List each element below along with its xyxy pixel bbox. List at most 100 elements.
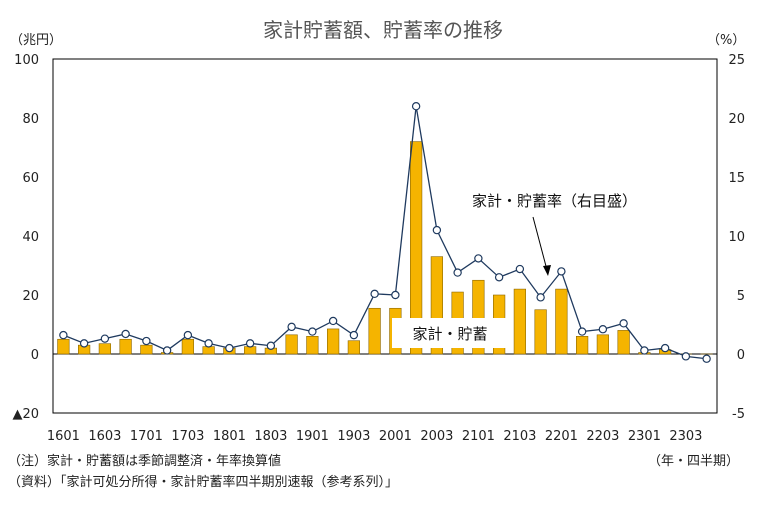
savings-rate-point <box>245 339 255 348</box>
savings-rate-point <box>287 322 296 332</box>
savings-bar <box>368 307 381 355</box>
savings-rate-line <box>63 106 707 360</box>
x-tick-label: 2103 <box>503 429 536 444</box>
savings-bar <box>596 334 609 355</box>
savings-bar <box>140 344 153 355</box>
x-tick-label: 2201 <box>545 429 578 444</box>
plot-area <box>52 58 718 414</box>
savings-rate-point <box>121 329 130 339</box>
savings-bar <box>285 334 298 355</box>
savings-bar <box>202 346 215 355</box>
left-tick-label: 100 <box>14 53 39 68</box>
x-axis-unit: （年・四半期） <box>648 454 739 469</box>
x-tick-label: 1801 <box>213 429 246 444</box>
savings-rate-point <box>183 330 193 340</box>
right-axis-ticks: 25 20 15 10 5 0 -5 <box>728 53 745 422</box>
x-tick-label: 1901 <box>296 429 329 444</box>
x-tick-label: 2003 <box>420 429 453 444</box>
savings-rate-point <box>204 339 213 348</box>
savings-bar <box>430 256 443 355</box>
chart-title: 家計貯蓄額、貯蓄率の推移 <box>263 18 503 42</box>
left-tick-label: ▲20 <box>12 407 39 422</box>
x-tick-label: 2301 <box>628 429 661 444</box>
savings-bar <box>306 335 319 355</box>
savings-rate-point <box>515 264 525 274</box>
savings-annotation: 家計・貯蓄 <box>412 325 487 343</box>
savings-rate-point <box>453 268 462 277</box>
savings-rate-point <box>308 327 317 336</box>
x-tick-label: 2303 <box>669 429 702 444</box>
savings-rate-point <box>598 325 608 334</box>
savings-rate-point <box>557 267 566 276</box>
savings-rate-point <box>411 101 421 111</box>
savings-bar <box>576 335 589 355</box>
right-tick-label: 5 <box>737 289 745 304</box>
savings-rate-point <box>660 343 670 353</box>
left-axis-ticks: 100 80 60 40 20 0 ▲20 <box>12 53 39 422</box>
savings-annotation-box <box>392 318 508 348</box>
footnote: （注）家計・貯蓄額は季節調整済・年率換算値 <box>8 453 281 469</box>
savings-bar <box>617 330 630 355</box>
right-tick-label: 25 <box>728 53 745 68</box>
x-tick-label: 2203 <box>586 429 619 444</box>
x-tick-label: 1703 <box>171 429 204 444</box>
savings-bar <box>555 288 568 355</box>
savings-rate-point <box>328 316 338 326</box>
savings-rate-point <box>162 346 172 355</box>
savings-rate-point <box>59 330 68 340</box>
savings-rate-point <box>577 327 587 336</box>
savings-bar <box>57 338 70 355</box>
x-tick-label: 1903 <box>337 429 370 444</box>
x-tick-label: 1603 <box>88 429 121 444</box>
x-axis-ticks: 1601 1603 1701 1703 1801 1803 1901 1903 2001 2003… <box>47 429 703 444</box>
right-tick-label: 15 <box>728 171 745 186</box>
savings-rate-point <box>702 354 711 363</box>
left-tick-label: 20 <box>22 289 39 304</box>
savings-rate-point <box>142 336 151 346</box>
savings-bar <box>98 343 111 355</box>
right-tick-label: 20 <box>728 112 745 127</box>
source-note: （資料）「家計可処分所得・家計貯蓄率四半期別速報（参考系列）」 <box>8 474 398 490</box>
savings-rate-point <box>79 339 89 348</box>
savings-rate-point <box>266 341 276 350</box>
savings-bar <box>327 328 340 355</box>
left-tick-label: 40 <box>22 230 39 245</box>
savings-rate-point <box>536 293 545 302</box>
left-tick-label: 80 <box>22 112 39 127</box>
x-tick-label: 1601 <box>47 429 80 444</box>
savings-bar <box>410 141 423 355</box>
rate-annotation-arrowhead <box>543 265 551 276</box>
savings-rate-point <box>494 273 504 282</box>
savings-rate-point <box>681 352 691 361</box>
savings-rate-point <box>391 290 400 300</box>
rate-annotation: 家計・貯蓄率（右目盛） <box>472 192 637 210</box>
x-tick-label: 2001 <box>379 429 412 444</box>
savings-rate-point <box>225 343 234 353</box>
savings-bars <box>57 141 713 355</box>
savings-rate-point <box>432 225 442 235</box>
savings-bar <box>181 338 194 355</box>
savings-rate-series <box>59 101 711 363</box>
x-tick-label: 1701 <box>130 429 163 444</box>
savings-rate-point <box>474 254 483 263</box>
x-tick-label: 2101 <box>462 429 495 444</box>
right-tick-label: 10 <box>728 230 745 245</box>
savings-rate-point <box>640 346 649 355</box>
x-tick-label: 1803 <box>254 429 287 444</box>
savings-bar <box>472 279 485 355</box>
right-tick-label: -5 <box>732 407 745 422</box>
savings-rate-point <box>370 289 379 299</box>
left-axis-unit: （兆円） <box>10 33 62 48</box>
savings-bar <box>119 338 132 355</box>
savings-bar <box>244 346 257 355</box>
savings-rate-point <box>100 334 110 343</box>
left-tick-label: 0 <box>31 348 39 363</box>
savings-rate-point <box>349 330 359 340</box>
savings-bar <box>513 288 526 355</box>
right-tick-label: 0 <box>737 348 745 363</box>
savings-rate-point <box>619 319 628 328</box>
left-tick-label: 60 <box>22 171 39 186</box>
rate-annotation-arrow <box>532 216 548 271</box>
savings-bar <box>534 309 547 355</box>
